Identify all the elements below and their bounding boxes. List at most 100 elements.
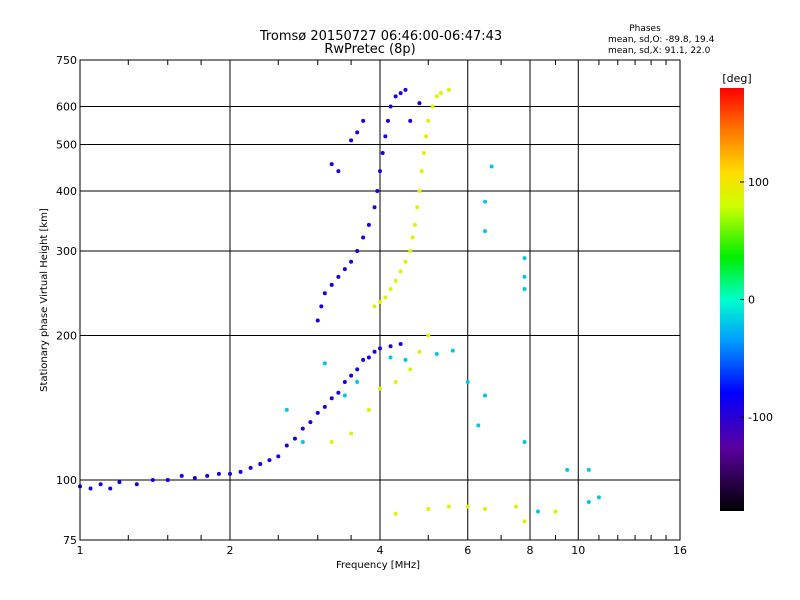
data-point xyxy=(434,352,439,357)
y-tick-label: 600 xyxy=(56,101,77,114)
data-point xyxy=(483,229,488,234)
data-point xyxy=(388,355,393,360)
data-point xyxy=(315,410,320,415)
data-point xyxy=(586,499,591,504)
stats-o-mode: mean, sd,O: -89.8, 19.4 xyxy=(608,35,715,45)
data-point xyxy=(417,349,422,354)
data-point xyxy=(329,162,334,167)
plot-frame xyxy=(79,59,681,541)
data-point xyxy=(342,380,347,385)
data-point xyxy=(398,269,403,274)
data-point xyxy=(300,440,305,445)
data-point xyxy=(315,318,320,323)
data-point xyxy=(393,380,398,385)
data-point xyxy=(292,436,297,441)
data-point xyxy=(355,130,360,135)
data-point xyxy=(412,222,417,227)
data-point xyxy=(378,169,382,174)
data-point xyxy=(393,511,398,516)
data-point xyxy=(446,504,451,509)
data-point xyxy=(355,380,360,385)
data-point xyxy=(483,393,488,398)
data-point xyxy=(98,482,103,487)
stats-heading: Phases xyxy=(629,24,661,34)
data-point xyxy=(421,151,426,156)
data-point xyxy=(438,91,443,96)
data-point xyxy=(192,475,197,480)
data-point xyxy=(361,357,366,362)
data-point xyxy=(408,367,413,372)
data-point xyxy=(535,509,540,514)
data-point xyxy=(383,295,388,300)
data-point xyxy=(403,357,408,362)
data-point xyxy=(179,473,184,478)
data-point xyxy=(426,333,431,338)
data-point xyxy=(329,282,334,287)
y-tick-label: 200 xyxy=(56,330,77,343)
x-tick-label: 4 xyxy=(377,544,384,557)
data-point xyxy=(410,235,415,240)
colorbar-tick-label: 0 xyxy=(748,294,755,307)
data-point xyxy=(322,404,327,409)
data-point xyxy=(372,349,377,354)
data-point xyxy=(465,504,470,509)
data-point xyxy=(372,304,377,309)
data-point xyxy=(553,509,558,514)
y-axis-ticks: 75 100 200 300 400 500 600 750 xyxy=(56,54,77,547)
data-point xyxy=(434,94,439,99)
y-tick-label: 75 xyxy=(63,534,77,547)
x-tick-label: 6 xyxy=(464,544,471,557)
data-point xyxy=(596,495,601,500)
stats-x-mode: mean, sd,X: 91.1, 22.0 xyxy=(608,46,711,56)
data-point xyxy=(355,367,360,372)
data-point xyxy=(349,138,354,143)
data-point xyxy=(483,199,488,204)
data-point xyxy=(426,118,431,123)
x-tick-label: 2 xyxy=(227,544,234,557)
colorbar-label: [deg] xyxy=(722,72,751,85)
data-point xyxy=(398,342,403,347)
colorbar-ticks: 100 0 -100 xyxy=(740,176,773,424)
data-point xyxy=(483,507,488,512)
data-point xyxy=(378,346,382,351)
data-point xyxy=(388,287,393,292)
data-point xyxy=(284,443,289,448)
data-point xyxy=(424,134,429,139)
y-axis-label: Stationary phase Virtual Height [km] xyxy=(39,208,50,392)
chart-title: Tromsø 20150727 06:46:00-06:47:43 xyxy=(259,29,502,44)
y-tick-label: 100 xyxy=(56,474,77,487)
data-point xyxy=(329,440,334,445)
data-point xyxy=(205,473,210,478)
x-tick-label: 16 xyxy=(673,544,687,557)
data-point xyxy=(117,480,122,485)
data-point xyxy=(284,407,289,412)
data-point xyxy=(134,482,139,487)
data-point xyxy=(398,91,403,96)
data-point xyxy=(361,235,366,240)
data-point xyxy=(248,465,253,470)
chart-subtitle: RwPretec (8p) xyxy=(324,42,415,57)
data-point xyxy=(476,423,481,428)
data-point xyxy=(586,467,591,472)
colorbar-tick-label: 100 xyxy=(748,176,769,189)
data-point xyxy=(393,94,398,99)
data-point xyxy=(319,304,324,309)
data-point xyxy=(150,478,155,483)
data-point xyxy=(336,274,341,279)
x-axis-label: Frequency [MHz] xyxy=(336,560,420,571)
data-point xyxy=(276,454,281,459)
data-point xyxy=(342,393,347,398)
colorbar-tick-label: -100 xyxy=(748,411,773,424)
data-point xyxy=(108,486,113,491)
y-tick-label: 750 xyxy=(56,54,77,67)
data-point xyxy=(88,486,93,491)
x-axis-ticks: 1 2 4 6 8 10 16 xyxy=(77,60,687,557)
data-point xyxy=(417,189,422,194)
data-point xyxy=(366,355,371,360)
data-point xyxy=(388,104,393,109)
data-point xyxy=(465,380,470,385)
data-point xyxy=(216,471,221,476)
data-point xyxy=(514,504,519,509)
y-tick-label: 300 xyxy=(56,245,77,258)
data-point xyxy=(349,259,354,264)
